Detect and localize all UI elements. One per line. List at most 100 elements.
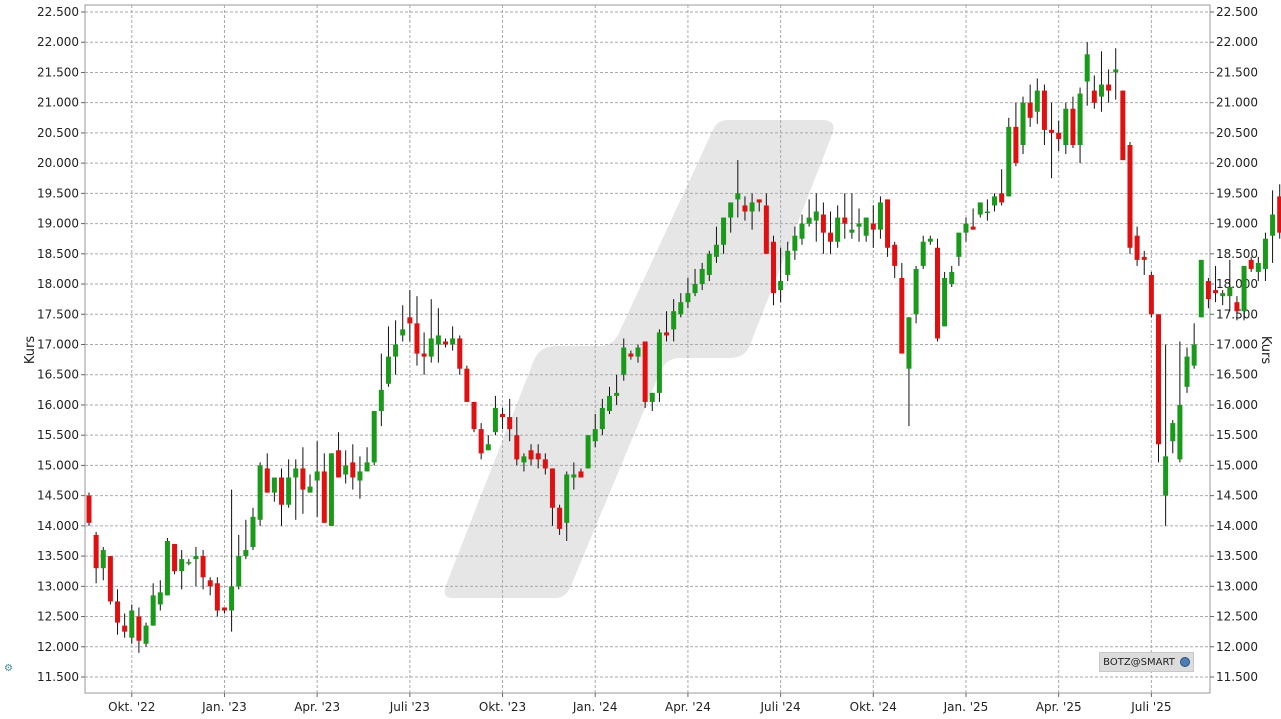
candle-body	[642, 341, 648, 402]
candle-body	[770, 241, 776, 294]
x-tick-label: Apr. '25	[1036, 700, 1082, 714]
candle-body	[421, 353, 427, 357]
candle-body	[350, 462, 356, 478]
candle	[357, 456, 363, 499]
x-tick-label: Jan. '25	[943, 700, 989, 714]
y-tick-label: 16.500	[37, 368, 79, 382]
candle	[1106, 69, 1112, 103]
y-tick-label: 13.500	[37, 549, 79, 563]
candle	[321, 453, 327, 523]
candle	[942, 271, 948, 327]
candle-body	[428, 338, 434, 357]
candle-body	[1049, 129, 1055, 133]
candle	[778, 247, 784, 303]
candle-body	[1106, 84, 1112, 91]
candle	[385, 326, 391, 387]
watermark-logo	[444, 120, 834, 598]
candle-body	[849, 229, 855, 233]
y-axis-label-right: Kurs	[1258, 336, 1273, 364]
candle	[400, 305, 406, 342]
candle-body	[920, 241, 926, 266]
candle-body	[742, 205, 748, 212]
candle	[721, 217, 727, 254]
candle-body	[221, 607, 227, 611]
chart-settings-icon[interactable]: ⚙	[4, 663, 13, 674]
candle-body	[970, 226, 976, 230]
candle-body	[1091, 90, 1097, 103]
candle-body	[100, 550, 106, 569]
candle-body	[1227, 287, 1233, 297]
candle-body	[806, 217, 812, 224]
candle-body	[621, 347, 627, 375]
candle	[628, 350, 634, 360]
candle	[1077, 87, 1083, 164]
candle-body	[763, 205, 769, 254]
candle	[293, 459, 299, 520]
candle-body	[286, 477, 292, 505]
candle	[849, 193, 855, 239]
candle-body	[314, 471, 320, 481]
candle-body	[664, 332, 670, 336]
candle	[1163, 344, 1169, 526]
candle	[870, 205, 876, 248]
candle	[763, 193, 769, 254]
candle	[421, 332, 427, 375]
candle	[1034, 78, 1040, 124]
y-tick-label: 16.500	[1216, 368, 1258, 382]
candle	[799, 214, 805, 245]
candle-body	[1077, 93, 1083, 145]
candle	[143, 622, 149, 647]
candle	[599, 398, 605, 436]
candle-body	[1013, 126, 1019, 164]
candle-body	[906, 317, 912, 369]
candle-body	[385, 356, 391, 384]
candle-body	[1177, 404, 1183, 460]
candle	[785, 241, 791, 282]
candle	[557, 504, 563, 535]
candle	[549, 468, 555, 526]
candle-body	[870, 223, 876, 230]
y-tick-label: 17.000	[1216, 338, 1258, 352]
candle-body	[336, 450, 342, 478]
candle-body	[229, 586, 235, 611]
candle	[1120, 90, 1126, 161]
candle	[863, 217, 869, 242]
candle	[414, 296, 420, 366]
candle	[1049, 102, 1055, 179]
candle-body	[521, 456, 527, 463]
y-tick-label: 19.000	[1216, 217, 1258, 231]
candle	[535, 444, 541, 469]
candle	[963, 217, 969, 242]
candle	[100, 547, 106, 581]
candle-body	[492, 407, 498, 433]
candle-body	[457, 338, 463, 369]
watermark-shape	[444, 120, 834, 598]
candle-body	[207, 580, 213, 587]
candle	[150, 583, 156, 626]
candle	[164, 537, 170, 596]
y-axis-left: 22.500 22.000 21.500 21.000 20.500 20.000 19.5…	[37, 5, 85, 684]
candle	[770, 235, 776, 306]
candle	[1013, 102, 1019, 167]
y-tick-label: 21.500	[37, 65, 79, 79]
candle	[792, 226, 798, 260]
candle-body	[464, 368, 470, 402]
candle-body	[1148, 274, 1154, 315]
candle-body	[507, 417, 513, 430]
candle-body	[557, 507, 563, 529]
candle-body	[1027, 102, 1033, 118]
candle	[300, 447, 306, 514]
candle-body	[115, 601, 121, 623]
candle-body	[343, 465, 349, 475]
candle	[1205, 278, 1211, 309]
candle	[1241, 265, 1247, 321]
candle	[457, 335, 463, 375]
candle	[913, 265, 919, 324]
candle-body	[934, 247, 940, 339]
candle	[428, 299, 434, 363]
candle-body	[528, 450, 534, 460]
y-tick-label: 21.500	[1216, 65, 1258, 79]
y-tick-label: 14.500	[37, 489, 79, 503]
candle	[606, 386, 612, 415]
candle-body	[599, 407, 605, 430]
